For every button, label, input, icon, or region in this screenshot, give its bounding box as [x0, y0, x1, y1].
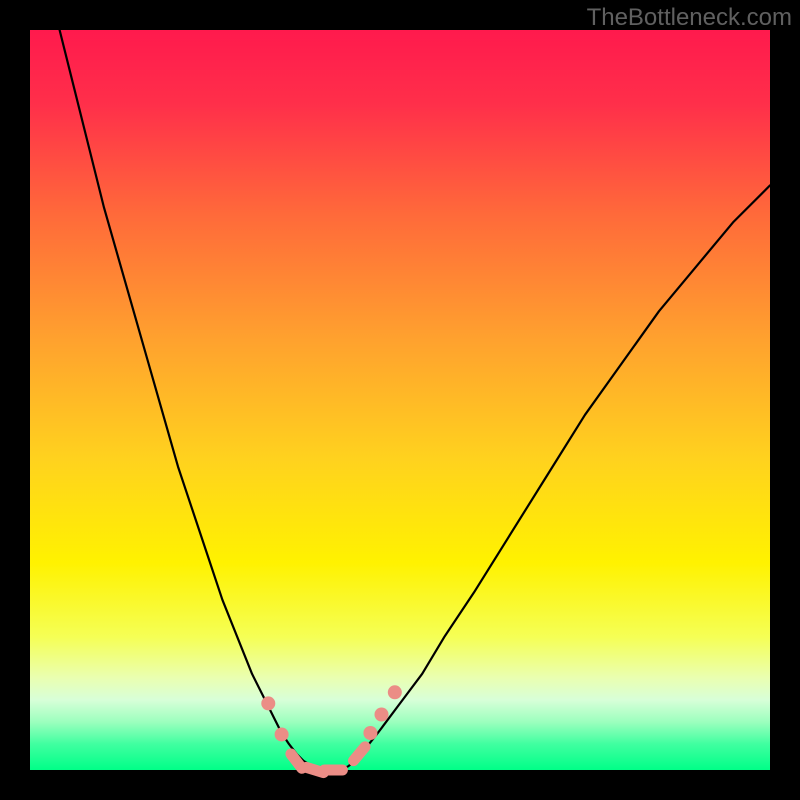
curve-marker: [363, 726, 377, 740]
plot-area: [30, 30, 770, 770]
curve-marker: [354, 747, 366, 761]
watermark-text: TheBottleneck.com: [587, 4, 792, 32]
curve-marker: [261, 696, 275, 710]
curve-marker: [275, 727, 289, 741]
curve-marker: [375, 708, 389, 722]
curve-marker: [388, 685, 402, 699]
bottleneck-curve: [30, 30, 770, 770]
chart-stage: TheBottleneck.com: [0, 0, 800, 800]
